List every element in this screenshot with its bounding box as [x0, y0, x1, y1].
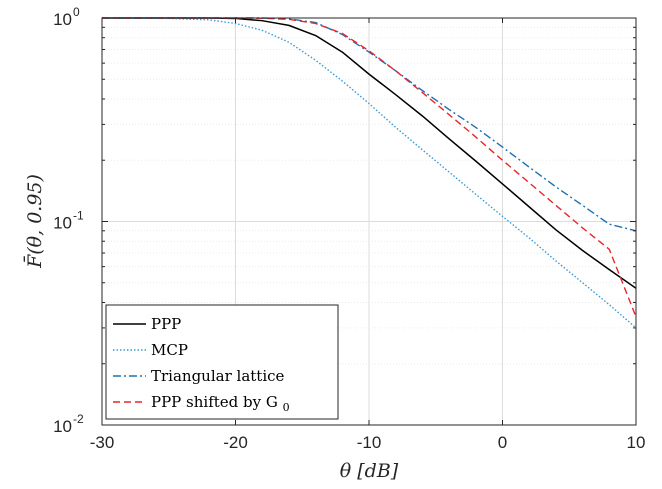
- legend-label-name: Triangular lattice: [151, 367, 285, 385]
- legend-label: PPP: [151, 315, 181, 333]
- y-tick-exponent: -2: [73, 412, 84, 426]
- y-tick-base: 10: [53, 417, 72, 436]
- y-tick-base: 10: [53, 214, 72, 233]
- legend-item: PPP shifted by G 0: [113, 393, 290, 414]
- y-axis-label: F̄(θ, 0.95): [23, 174, 46, 269]
- x-tick-label: -10: [357, 433, 382, 452]
- x-tick-label: -30: [90, 433, 115, 452]
- y-tick-exponent: 0: [73, 5, 80, 19]
- x-tick-label: -20: [223, 433, 248, 452]
- legend-label: MCP: [151, 341, 188, 359]
- y-tick-label: 10 -1: [53, 209, 84, 233]
- y-tick-exponent: -1: [73, 209, 84, 223]
- y-tick-label: 10 -2: [53, 412, 84, 436]
- x-tick-label: 0: [498, 433, 507, 452]
- legend-label-name: PPP: [151, 315, 181, 333]
- legend-item: MCP: [113, 341, 188, 359]
- legend-label-subscript: 0: [283, 401, 290, 414]
- x-axis-label: θ [dB]: [340, 460, 399, 482]
- legend-label-name: PPP shifted by G: [151, 393, 283, 411]
- x-tick-labels: -30 -20 -10 0 10: [90, 433, 646, 452]
- y-tick-base: 10: [53, 10, 72, 29]
- legend: PPP MCP Triangular lattice PPP shifted by G…: [105, 304, 339, 420]
- legend-item: PPP: [113, 315, 181, 333]
- axis-ticks: [101, 17, 637, 426]
- legend-label: PPP shifted by G 0: [151, 393, 290, 414]
- legend-label: Triangular lattice: [151, 367, 285, 385]
- series-line-1: [101, 17, 637, 329]
- x-tick-label: 10: [627, 433, 646, 452]
- y-tick-label: 10 0: [53, 5, 80, 29]
- legend-item: Triangular lattice: [113, 367, 285, 385]
- legend-label-name: MCP: [151, 341, 188, 359]
